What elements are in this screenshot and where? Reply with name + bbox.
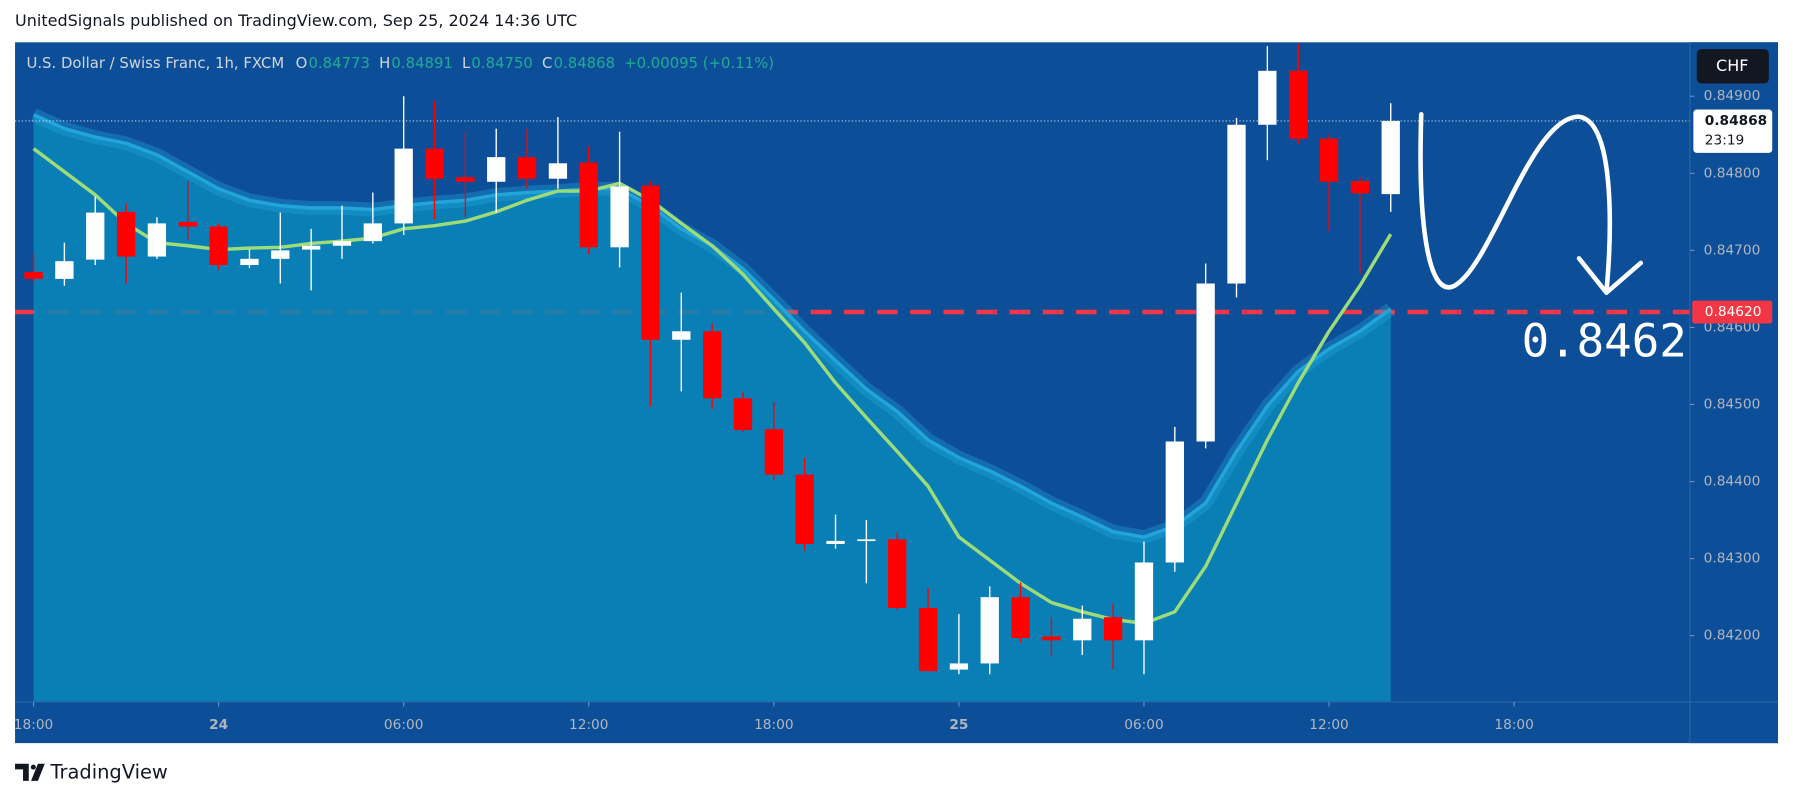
candle-body — [888, 539, 907, 608]
y-tick-label: 0.84500 — [1704, 396, 1761, 412]
candle-body — [271, 250, 290, 259]
candle-body — [178, 221, 197, 227]
candle-body — [1258, 70, 1277, 125]
candle-body — [1011, 597, 1030, 639]
x-tick-label: 12:00 — [569, 717, 609, 733]
countdown-label: 23:19 — [1705, 132, 1745, 148]
logo-dot — [30, 764, 36, 770]
y-tick-label: 0.84200 — [1704, 628, 1761, 644]
candle-body — [487, 157, 506, 182]
arrow-curve — [1418, 112, 1613, 294]
candle-body — [949, 663, 969, 670]
drawn-arrow — [1418, 112, 1644, 295]
y-tick-label: 0.84300 — [1704, 551, 1761, 567]
ohlc-key: C — [542, 54, 552, 72]
target-price-label: 0.84620 — [1705, 304, 1762, 320]
x-tick-label: 12:00 — [1309, 717, 1349, 733]
candle-body — [1103, 617, 1123, 641]
candle-body — [456, 177, 475, 182]
candle-body — [209, 226, 228, 266]
x-tick-label: 18:00 — [1494, 717, 1534, 733]
last-price-label: 0.84868 — [1705, 113, 1767, 129]
price-axis — [1689, 42, 1778, 744]
axes: 0.849000.848000.847000.846000.845000.844… — [14, 88, 1773, 733]
candle-body — [1042, 636, 1061, 641]
logo-text: TradingView — [49, 760, 167, 783]
ohlc-key: H — [379, 54, 390, 72]
candle-body — [394, 148, 413, 224]
publish-header: UnitedSignals published on TradingView.c… — [15, 11, 577, 30]
ohlc-value: 0.84773 — [308, 54, 369, 72]
currency-box — [1696, 49, 1769, 84]
candle-body — [795, 474, 814, 544]
ohlc-value: 0.84891 — [391, 54, 452, 72]
candle-body — [702, 331, 722, 399]
candle-body — [764, 429, 783, 475]
currency-label: CHF — [1716, 56, 1748, 75]
ohlc-key: O — [296, 54, 308, 72]
candle-body — [548, 163, 568, 179]
candle-body — [1350, 181, 1370, 194]
candle-body — [1319, 138, 1339, 182]
candle-body — [672, 331, 691, 340]
x-tick-label: 18:00 — [754, 717, 793, 733]
ohlc-value: 0.84868 — [554, 54, 615, 72]
candle-body — [147, 223, 167, 257]
candle-body — [857, 539, 876, 542]
x-tick-label: 24 — [209, 717, 228, 733]
x-tick-label: 06:00 — [384, 717, 424, 733]
chart-title: U.S. Dollar / Swiss Franc, 1h, FXCM — [26, 54, 284, 72]
candle-body — [918, 607, 938, 672]
candle-body — [55, 261, 74, 279]
y-tick-label: 0.84800 — [1704, 165, 1761, 181]
x-tick-label: 25 — [949, 717, 968, 733]
ohlc-key: L — [462, 54, 471, 72]
x-tick-label: 18:00 — [14, 717, 54, 733]
candle-body — [1073, 618, 1092, 641]
candle-body — [1165, 441, 1184, 563]
candle-body — [363, 223, 382, 242]
candle-body — [826, 540, 845, 544]
candle-body — [86, 212, 105, 260]
candle-body — [240, 258, 259, 266]
logo-mark — [15, 763, 45, 781]
candle-body — [579, 162, 598, 248]
target-price-tag — [1692, 300, 1773, 324]
change-value: +0.00095 (+0.11%) — [624, 54, 774, 72]
target-annotation: 0.8462 — [1522, 315, 1687, 368]
candle-body — [1289, 70, 1308, 139]
candle-body — [1227, 124, 1246, 284]
last-price-tag — [1693, 109, 1773, 153]
candle-body — [116, 211, 136, 257]
arrow-head — [1576, 256, 1644, 295]
y-tick-label: 0.84900 — [1704, 88, 1761, 104]
candle-body — [517, 157, 537, 179]
candle-body — [733, 398, 753, 430]
x-tick-label: 06:00 — [1124, 717, 1164, 733]
candle-body — [332, 241, 352, 246]
legend: U.S. Dollar / Swiss Franc, 1h, FXCM O 0.8… — [26, 54, 774, 72]
ohlc-value: 0.84750 — [471, 54, 532, 72]
candle-body — [610, 186, 629, 248]
candle-body — [302, 245, 321, 250]
candle-body — [641, 185, 660, 340]
candle-body — [24, 271, 43, 279]
candle-body — [980, 597, 999, 664]
ma-line — [32, 147, 1393, 626]
candle-body — [1381, 120, 1400, 195]
candle-body — [1134, 562, 1154, 641]
plot-area — [15, 43, 1690, 702]
candle-body — [1196, 283, 1215, 442]
y-tick-label: 0.84700 — [1704, 242, 1761, 258]
y-tick-label: 0.84400 — [1704, 474, 1761, 490]
tradingview-logo: TradingView — [15, 760, 168, 783]
candle-body — [425, 148, 444, 179]
